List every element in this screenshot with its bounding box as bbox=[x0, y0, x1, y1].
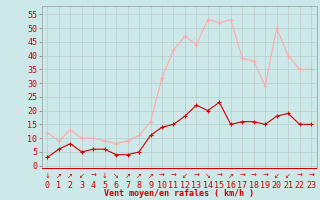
Text: →: → bbox=[171, 173, 176, 179]
Text: 16: 16 bbox=[226, 181, 236, 190]
Text: 17: 17 bbox=[237, 181, 247, 190]
Text: ↘: ↘ bbox=[113, 173, 119, 179]
Text: →: → bbox=[194, 173, 199, 179]
Text: 15: 15 bbox=[214, 181, 224, 190]
Text: →: → bbox=[216, 173, 222, 179]
Text: →: → bbox=[159, 173, 165, 179]
Text: 9: 9 bbox=[148, 181, 153, 190]
Text: 19: 19 bbox=[260, 181, 270, 190]
Text: ↗: ↗ bbox=[148, 173, 154, 179]
Text: 10: 10 bbox=[157, 181, 167, 190]
Text: 11: 11 bbox=[168, 181, 179, 190]
Text: ↗: ↗ bbox=[125, 173, 131, 179]
Text: 0: 0 bbox=[45, 181, 50, 190]
Text: 5: 5 bbox=[102, 181, 107, 190]
Text: ↗: ↗ bbox=[228, 173, 234, 179]
Text: 6: 6 bbox=[114, 181, 119, 190]
Text: →: → bbox=[308, 173, 314, 179]
Text: 12: 12 bbox=[180, 181, 190, 190]
Text: 3: 3 bbox=[79, 181, 84, 190]
Text: 1: 1 bbox=[56, 181, 61, 190]
Text: 22: 22 bbox=[295, 181, 305, 190]
Text: ↙: ↙ bbox=[182, 173, 188, 179]
Text: 7: 7 bbox=[125, 181, 130, 190]
Text: →: → bbox=[239, 173, 245, 179]
Text: →: → bbox=[262, 173, 268, 179]
Text: ↓: ↓ bbox=[44, 173, 50, 179]
Text: ↓: ↓ bbox=[102, 173, 108, 179]
Text: ↗: ↗ bbox=[67, 173, 73, 179]
Text: 18: 18 bbox=[249, 181, 259, 190]
Text: →: → bbox=[90, 173, 96, 179]
Text: 2: 2 bbox=[68, 181, 73, 190]
Text: 21: 21 bbox=[283, 181, 293, 190]
Text: ↙: ↙ bbox=[274, 173, 280, 179]
Text: 20: 20 bbox=[272, 181, 282, 190]
Text: ↗: ↗ bbox=[56, 173, 62, 179]
Text: ↙: ↙ bbox=[285, 173, 291, 179]
Text: ↘: ↘ bbox=[205, 173, 211, 179]
Text: Vent moyen/en rafales ( km/h ): Vent moyen/en rafales ( km/h ) bbox=[104, 189, 254, 198]
Text: ↗: ↗ bbox=[136, 173, 142, 179]
Text: ↙: ↙ bbox=[79, 173, 85, 179]
Text: 14: 14 bbox=[203, 181, 213, 190]
Text: 13: 13 bbox=[191, 181, 201, 190]
Text: 23: 23 bbox=[306, 181, 316, 190]
Text: →: → bbox=[297, 173, 302, 179]
Text: 4: 4 bbox=[91, 181, 96, 190]
Text: →: → bbox=[251, 173, 257, 179]
Text: 8: 8 bbox=[137, 181, 141, 190]
